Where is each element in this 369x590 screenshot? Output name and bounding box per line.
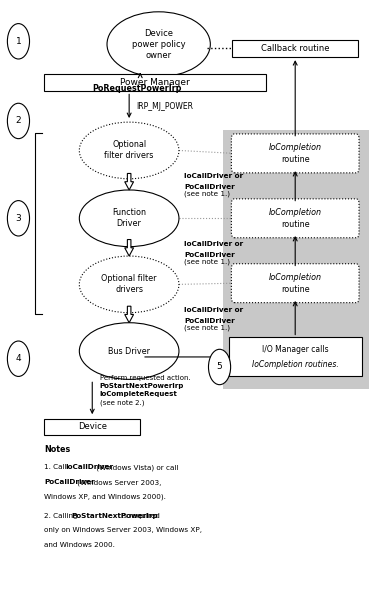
Text: PoCallDriver: PoCallDriver bbox=[184, 252, 235, 258]
Text: routine: routine bbox=[281, 155, 310, 164]
Text: 2. Calling: 2. Calling bbox=[44, 513, 80, 519]
Text: IoCompleteRequest: IoCompleteRequest bbox=[100, 391, 177, 397]
Text: and Windows 2000.: and Windows 2000. bbox=[44, 542, 115, 548]
Circle shape bbox=[7, 201, 30, 236]
Text: is required: is required bbox=[119, 513, 160, 519]
Bar bbox=[229, 337, 362, 376]
Text: (Windows Server 2003,: (Windows Server 2003, bbox=[75, 479, 161, 486]
Text: Device
power policy
owner: Device power policy owner bbox=[132, 29, 186, 60]
Text: 1. Call: 1. Call bbox=[44, 464, 69, 470]
Text: (see note 1.): (see note 1.) bbox=[184, 258, 231, 266]
Text: (Windows Vista) or call: (Windows Vista) or call bbox=[94, 464, 178, 471]
Text: IoCompletion routines.: IoCompletion routines. bbox=[252, 359, 339, 369]
Text: Notes: Notes bbox=[44, 445, 70, 454]
Text: IoCompletion: IoCompletion bbox=[269, 143, 322, 152]
Text: PoCallDriver: PoCallDriver bbox=[184, 318, 235, 324]
Circle shape bbox=[7, 24, 30, 59]
Text: PoCallDriver: PoCallDriver bbox=[184, 184, 235, 190]
Text: IoCallDriver or: IoCallDriver or bbox=[184, 307, 244, 320]
FancyBboxPatch shape bbox=[231, 134, 359, 173]
Text: IoCompletion: IoCompletion bbox=[269, 273, 322, 282]
Text: IoCallDriver: IoCallDriver bbox=[65, 464, 113, 470]
Ellipse shape bbox=[107, 12, 210, 77]
Text: routine: routine bbox=[281, 219, 310, 229]
Text: Windows XP, and Windows 2000).: Windows XP, and Windows 2000). bbox=[44, 494, 166, 500]
FancyBboxPatch shape bbox=[231, 264, 359, 303]
Bar bbox=[44, 419, 140, 435]
Polygon shape bbox=[125, 306, 134, 323]
Text: IoCallDriver or: IoCallDriver or bbox=[184, 173, 244, 186]
Ellipse shape bbox=[79, 256, 179, 313]
Circle shape bbox=[7, 341, 30, 376]
Circle shape bbox=[208, 349, 231, 385]
Ellipse shape bbox=[79, 122, 179, 179]
Text: 4: 4 bbox=[15, 354, 21, 363]
Text: 1: 1 bbox=[15, 37, 21, 46]
Text: Function
Driver: Function Driver bbox=[112, 208, 146, 228]
Text: Optional filter
drivers: Optional filter drivers bbox=[101, 274, 157, 294]
Text: I/O Manager calls: I/O Manager calls bbox=[262, 345, 328, 355]
Ellipse shape bbox=[79, 190, 179, 247]
Polygon shape bbox=[125, 240, 134, 256]
Ellipse shape bbox=[79, 323, 179, 379]
Bar bbox=[44, 74, 266, 91]
Text: IoCallDriver or: IoCallDriver or bbox=[184, 241, 244, 254]
Text: Perform requested action.: Perform requested action. bbox=[100, 375, 190, 381]
Text: (see note 1.): (see note 1.) bbox=[184, 191, 231, 198]
Polygon shape bbox=[125, 173, 134, 190]
Text: Bus Driver: Bus Driver bbox=[108, 346, 150, 356]
Text: PoRequestPowerIrp: PoRequestPowerIrp bbox=[92, 84, 182, 93]
Text: Optional
filter drivers: Optional filter drivers bbox=[104, 140, 154, 160]
FancyBboxPatch shape bbox=[231, 199, 359, 238]
Bar bbox=[223, 130, 369, 389]
Text: 3: 3 bbox=[15, 214, 21, 223]
Text: Callback routine: Callback routine bbox=[261, 44, 330, 53]
Bar bbox=[232, 40, 358, 57]
Text: PoCallDriver: PoCallDriver bbox=[44, 479, 95, 485]
Text: IoCompletion: IoCompletion bbox=[269, 208, 322, 217]
Circle shape bbox=[7, 103, 30, 139]
Text: 5: 5 bbox=[217, 362, 223, 372]
Text: Device: Device bbox=[78, 422, 107, 431]
Text: (see note 1.): (see note 1.) bbox=[184, 324, 231, 332]
Text: PoStartNextPowerIrp: PoStartNextPowerIrp bbox=[71, 513, 158, 519]
Text: 2: 2 bbox=[15, 116, 21, 126]
Text: (see note 2.): (see note 2.) bbox=[100, 399, 144, 406]
Text: only on Windows Server 2003, Windows XP,: only on Windows Server 2003, Windows XP, bbox=[44, 527, 202, 533]
Text: IRP_MJ_POWER: IRP_MJ_POWER bbox=[137, 101, 193, 111]
Text: PoStartNextPowerIrp: PoStartNextPowerIrp bbox=[100, 383, 184, 389]
Text: routine: routine bbox=[281, 284, 310, 294]
Text: Power Manager: Power Manager bbox=[120, 78, 190, 87]
